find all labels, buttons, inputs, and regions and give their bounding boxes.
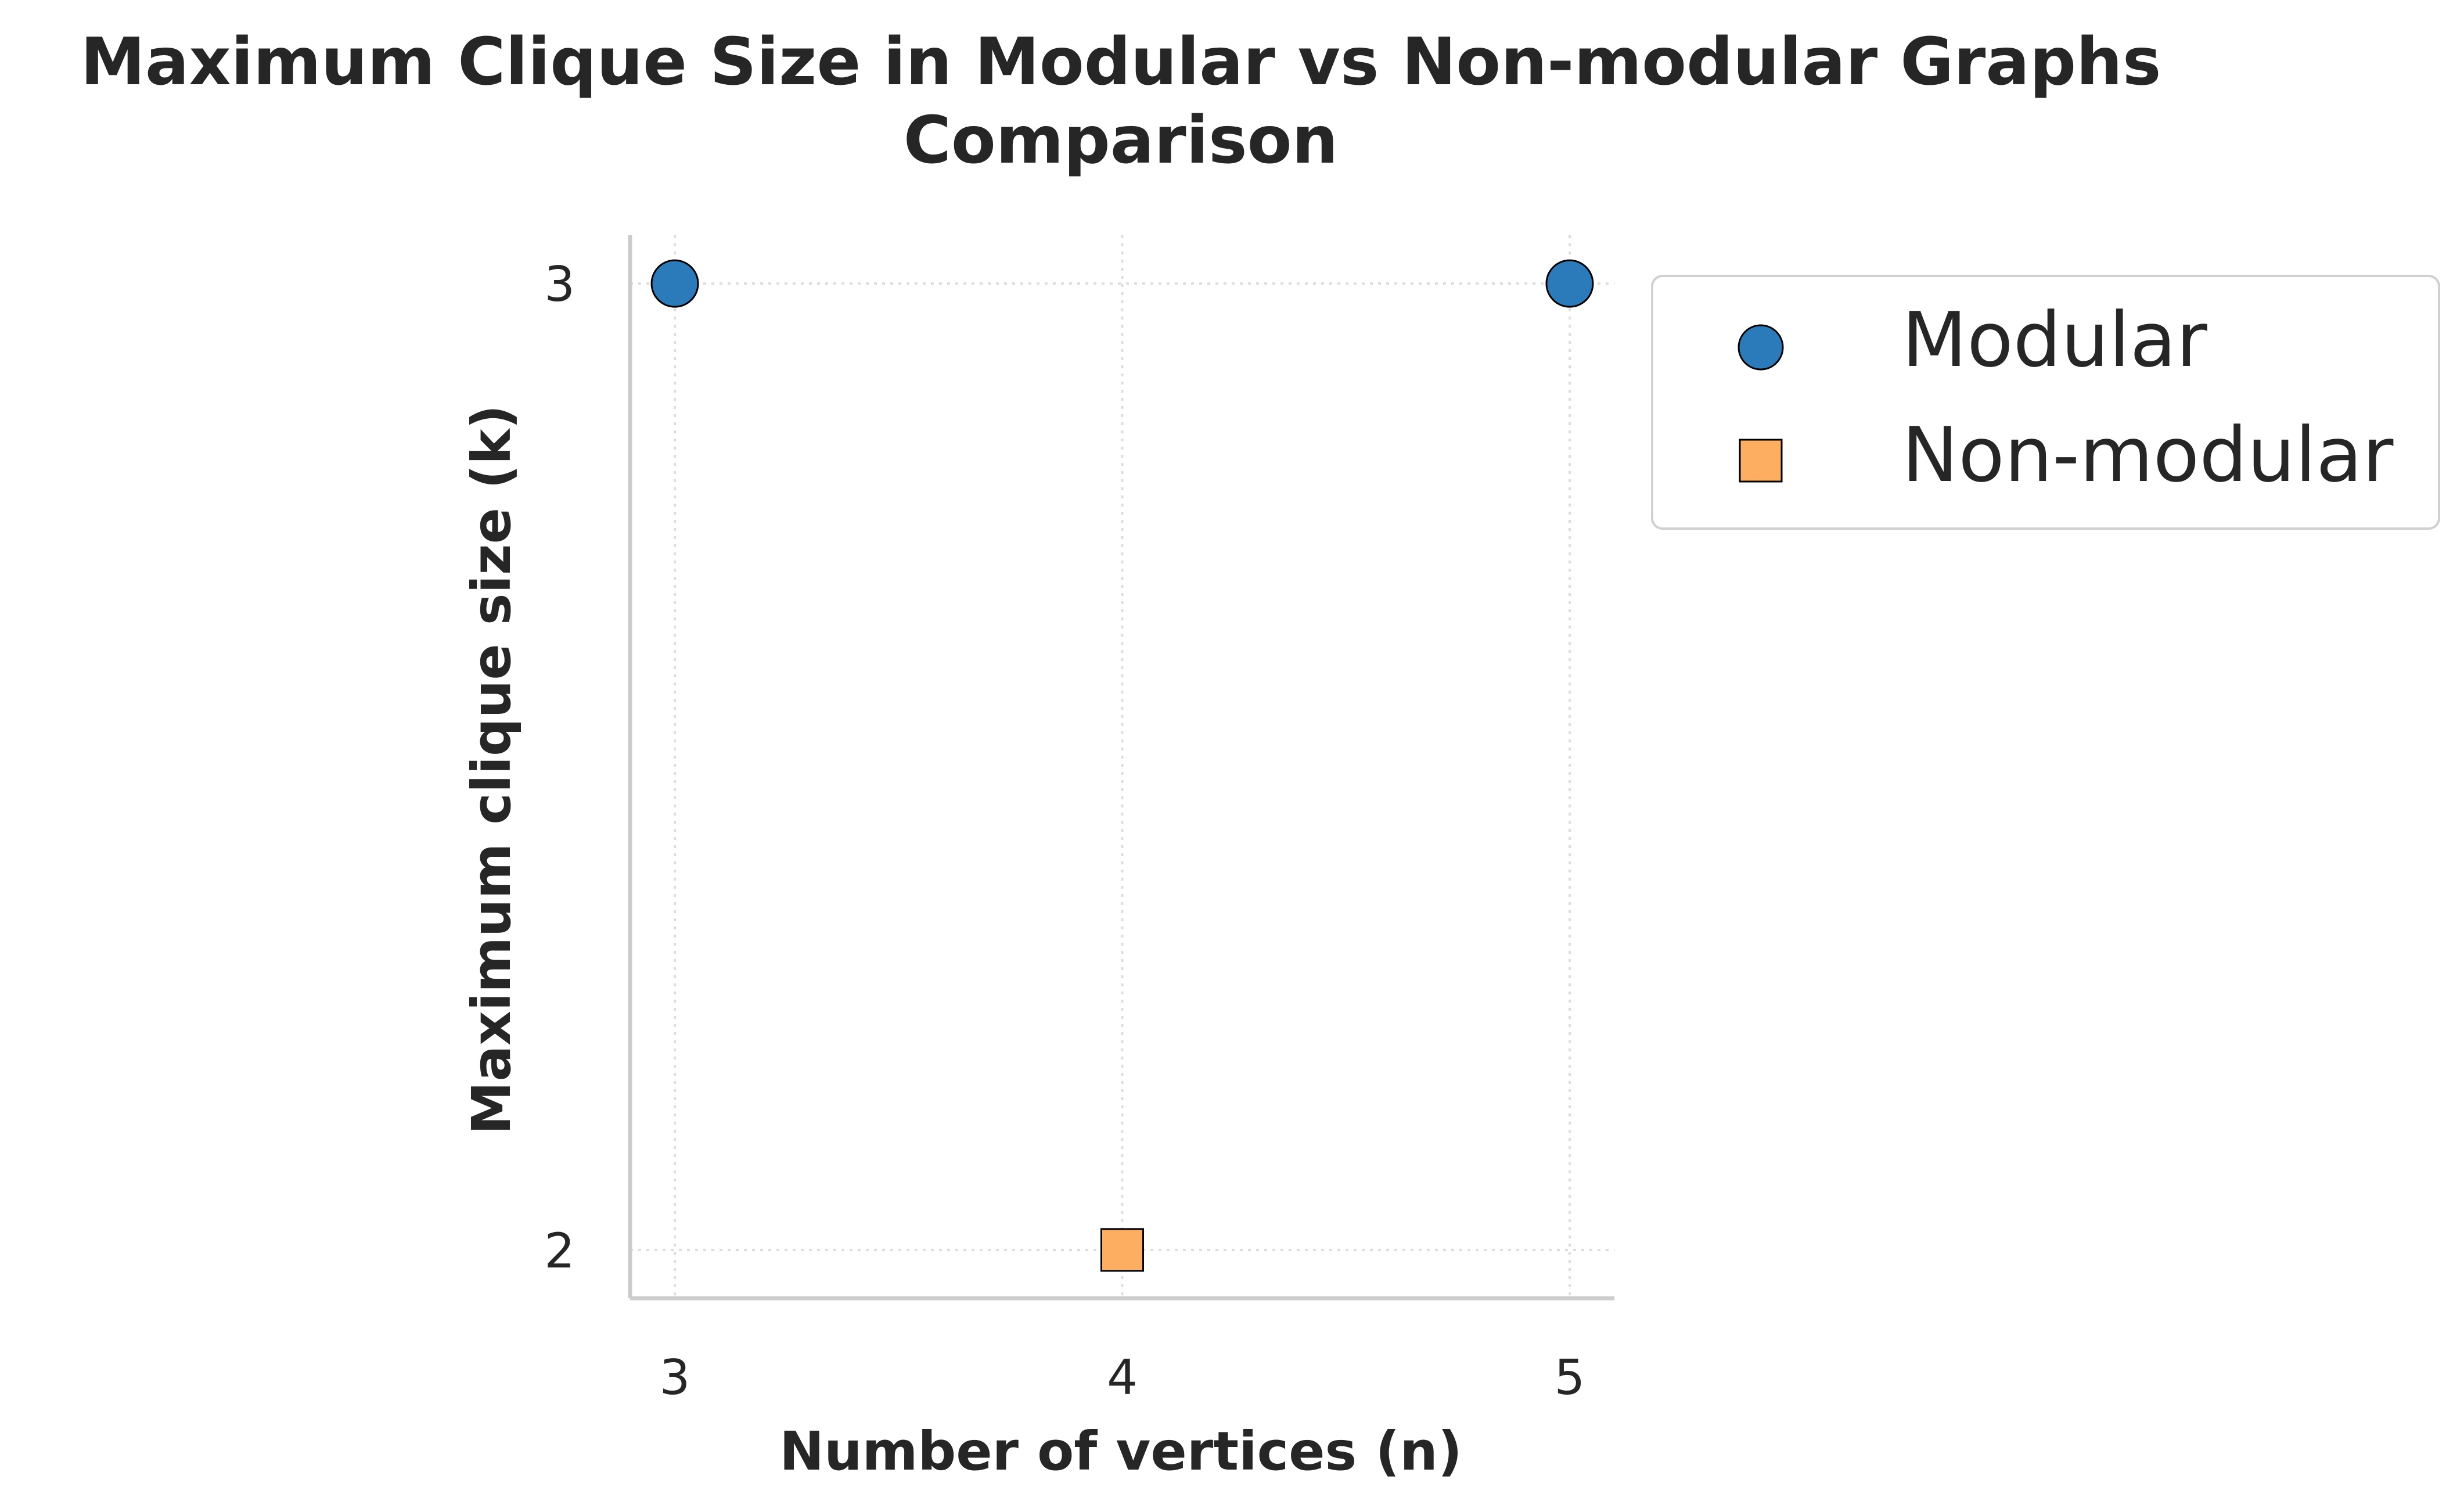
chart-title-line-2: Comparison (904, 103, 1339, 178)
x-axis-label: Number of vertices (n) (779, 1420, 1462, 1482)
legend-marker-non-modular (1739, 439, 1783, 483)
x-tick-label: 5 (1555, 1349, 1585, 1406)
x-tick-label: 4 (1107, 1349, 1138, 1406)
grid-lines (630, 235, 1614, 1298)
data-point-modular (650, 259, 699, 308)
y-tick-label: 3 (544, 256, 575, 313)
x-tick-label: 3 (660, 1349, 690, 1406)
legend-label-modular: Modular (1902, 296, 2207, 384)
data-point-modular (1545, 259, 1594, 308)
data-point-non-modular (1100, 1228, 1144, 1272)
legend: Modular Non-modular (1651, 275, 2440, 530)
y-tick-label: 2 (544, 1223, 575, 1279)
chart-title-line-1: Maximum Clique Size in Modular vs Non-mo… (80, 24, 2161, 100)
legend-box (1651, 275, 2440, 530)
legend-marker-modular (1738, 324, 1784, 371)
tick-labels: 3 4 5 2 3 (544, 256, 1585, 1406)
data-points (650, 259, 1594, 1272)
y-axis-label: Maximum clique size (k) (461, 405, 523, 1135)
legend-label-non-modular: Non-modular (1902, 411, 2394, 499)
